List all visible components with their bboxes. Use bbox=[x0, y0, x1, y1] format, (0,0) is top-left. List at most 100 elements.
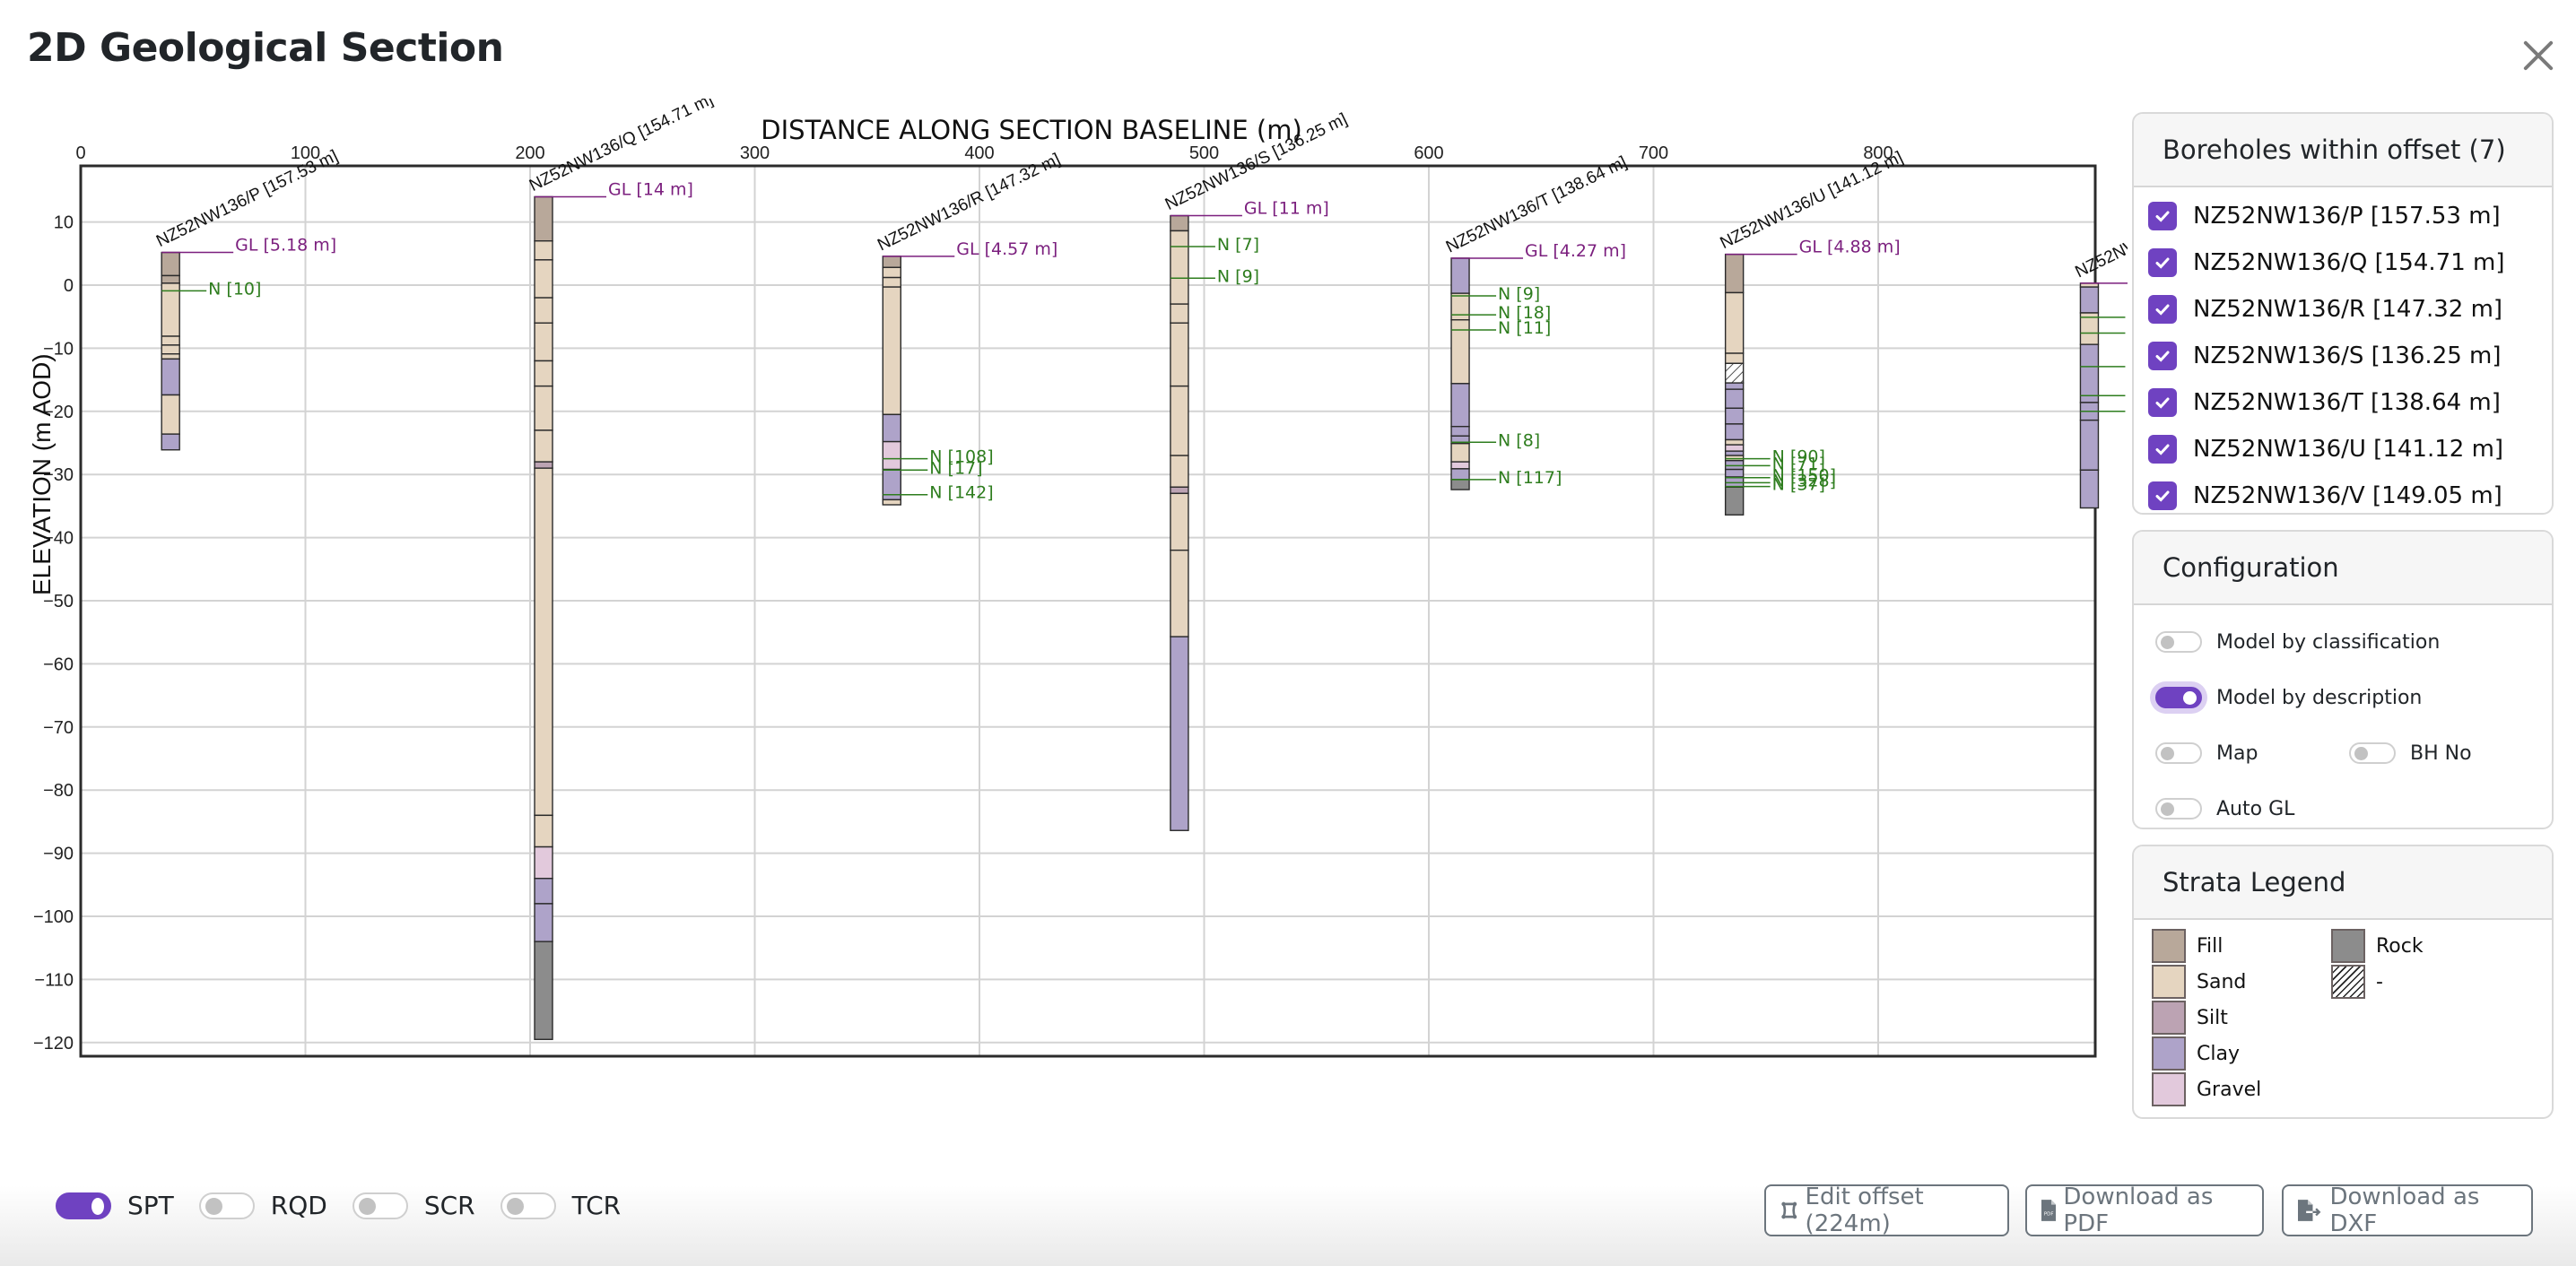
stratum-clay bbox=[2079, 419, 2100, 471]
strata-legend-title: Strata Legend bbox=[2134, 846, 2552, 920]
stratum-clay bbox=[1170, 636, 1189, 831]
scr-toggle[interactable] bbox=[352, 1192, 408, 1219]
borehole-label: NZ52NW136/P [157.53 m] bbox=[2193, 203, 2501, 230]
spt-label: N [11] bbox=[1498, 318, 1551, 338]
download-dxf-button[interactable]: Download as DXF bbox=[2282, 1184, 2533, 1237]
borehole-label: NZ52NW136/S [136.25 m] bbox=[2193, 343, 2502, 369]
stratum-clay bbox=[2079, 286, 2100, 314]
stratum-sand bbox=[1724, 438, 1745, 446]
borehole-column: GL [5.18 m]N [10]NZ52NW136/P [157.53 m] bbox=[153, 147, 341, 451]
stratum-sand bbox=[882, 286, 901, 416]
stratum-sand bbox=[534, 259, 553, 299]
checkbox-checked-icon[interactable] bbox=[2148, 202, 2177, 230]
tcr-toggle[interactable] bbox=[500, 1192, 556, 1219]
stratum-sand bbox=[1170, 455, 1189, 488]
map-bhno-row: Map BH No bbox=[2134, 725, 2552, 781]
borehole-checkbox-q[interactable]: NZ52NW136/Q [154.71 m] bbox=[2134, 239, 2552, 286]
stratum-silt bbox=[1170, 486, 1189, 495]
spt-label: N [117] bbox=[1498, 468, 1562, 488]
model-by-description-toggle[interactable] bbox=[2155, 687, 2202, 708]
y-tick-label: −50 bbox=[43, 592, 74, 611]
model-by-description-label: Model by description bbox=[2216, 686, 2423, 709]
borehole-column: GL [4.27 m] N [9]N [18]N [11] N [8] N [117]… bbox=[1443, 152, 1630, 490]
scr-label: SCR bbox=[423, 1191, 475, 1220]
borehole-checkbox-s[interactable]: NZ52NW136/S [136.25 m] bbox=[2134, 333, 2552, 379]
spt-label: N bbox=[2127, 400, 2128, 420]
stratum-fill bbox=[1170, 214, 1189, 232]
borehole-column: GL [4.57 m]N [108]N [17]N [142]NZ52NW136… bbox=[875, 150, 1064, 506]
legend-item-fill: Fill bbox=[2152, 929, 2223, 963]
spt-label: N [150] bbox=[1772, 466, 1836, 486]
spt-label: N bbox=[2127, 306, 2128, 325]
auto-gl-toggle[interactable] bbox=[2155, 798, 2202, 819]
legend-item-rock: Rock bbox=[2331, 929, 2424, 963]
x-axis-title: DISTANCE ALONG SECTION BASELINE (m) bbox=[761, 115, 1302, 145]
rqd-toggle[interactable] bbox=[198, 1192, 255, 1219]
stratum-rock bbox=[1450, 479, 1470, 490]
stratum-sand bbox=[1450, 443, 1470, 463]
stratum-sand bbox=[161, 353, 180, 360]
ground-level-label: GL [4.27 m] bbox=[1525, 241, 1626, 261]
stratum-sand bbox=[534, 297, 553, 324]
stratum-clay bbox=[534, 903, 553, 942]
borehole-checkbox-r[interactable]: NZ52NW136/R [147.32 m] bbox=[2134, 286, 2552, 333]
x-tick-label: 700 bbox=[1639, 143, 1668, 163]
boreholes-panel: Boreholes within offset (7) NZ52NW136/P … bbox=[2132, 112, 2554, 515]
spt-label: N [37] bbox=[1772, 475, 1825, 495]
file-pdf-icon: PDF bbox=[2041, 1200, 2057, 1221]
borehole-checkbox-u[interactable]: NZ52NW136/U [141.12 m] bbox=[2134, 426, 2552, 473]
x-tick-label: 400 bbox=[964, 143, 994, 163]
ground-level-label: GL [4.57 m] bbox=[956, 239, 1057, 259]
borehole-checkbox-t[interactable]: NZ52NW136/T [138.64 m] bbox=[2134, 379, 2552, 426]
stratum-gravel bbox=[534, 845, 553, 880]
y-tick-label: −10 bbox=[43, 339, 74, 359]
stratum-rock bbox=[534, 941, 553, 1040]
stratum-sand bbox=[1450, 292, 1470, 321]
model-by-classification-toggle[interactable] bbox=[2155, 631, 2202, 653]
spt-label: N [328] bbox=[1772, 471, 1836, 490]
legend-item-clay: Clay bbox=[2152, 1036, 2240, 1071]
map-toggle[interactable] bbox=[2155, 742, 2202, 764]
model-by-classification-row: Model by classification bbox=[2134, 614, 2552, 670]
rock-swatch bbox=[2331, 929, 2365, 963]
bh-no-toggle[interactable] bbox=[2349, 742, 2396, 764]
borehole-checkbox-v[interactable]: NZ52NW136/V [149.05 m] bbox=[2134, 473, 2552, 513]
stratum-fill bbox=[161, 251, 180, 277]
y-tick-label: 10 bbox=[54, 213, 74, 233]
stratum-unknown bbox=[1724, 362, 1745, 384]
checkbox-checked-icon[interactable] bbox=[2148, 342, 2177, 370]
ground-level-label: GL [5.18 m] bbox=[235, 236, 336, 256]
checkbox-checked-icon[interactable] bbox=[2148, 388, 2177, 417]
checkbox-checked-icon[interactable] bbox=[2148, 435, 2177, 464]
stratum-clay bbox=[1724, 423, 1745, 441]
y-tick-label: −120 bbox=[33, 1034, 74, 1054]
stratum-sand bbox=[534, 385, 553, 431]
stratum-clay bbox=[1724, 407, 1745, 425]
y-tick-label: −20 bbox=[43, 403, 74, 422]
close-icon[interactable] bbox=[2520, 38, 2556, 74]
bh-no-label: BH No bbox=[2410, 741, 2472, 765]
checkbox-checked-icon[interactable] bbox=[2148, 481, 2177, 510]
stratum-sand bbox=[534, 814, 553, 848]
stratum-sand bbox=[161, 394, 180, 435]
edit-offset-button[interactable]: Edit offset (224m) bbox=[1764, 1184, 2009, 1237]
borehole-checkbox-p[interactable]: NZ52NW136/P [157.53 m] bbox=[2134, 193, 2552, 239]
stratum-gravel bbox=[1450, 461, 1470, 470]
ground-level-label: GL [11 m] bbox=[1244, 199, 1329, 219]
download-pdf-button[interactable]: PDF Download as PDF bbox=[2025, 1184, 2264, 1237]
rqd-label: RQD bbox=[270, 1191, 327, 1220]
y-tick-label: −110 bbox=[34, 970, 74, 990]
checkbox-checked-icon[interactable] bbox=[2148, 295, 2177, 324]
checkbox-checked-icon[interactable] bbox=[2148, 248, 2177, 277]
y-tick-label: −60 bbox=[43, 655, 74, 674]
spt-toggle[interactable] bbox=[56, 1192, 111, 1219]
sand-swatch bbox=[2152, 965, 2186, 999]
stratum-sand bbox=[534, 467, 553, 817]
stratum-sand bbox=[882, 499, 901, 506]
download-dxf-label: Download as DXF bbox=[2329, 1184, 2480, 1237]
stratum-sand bbox=[534, 322, 553, 362]
legend-label: Rock bbox=[2376, 934, 2424, 958]
stratum-gravel bbox=[882, 440, 901, 471]
stratum-sand bbox=[1170, 385, 1189, 456]
stratum-clay bbox=[534, 878, 553, 905]
